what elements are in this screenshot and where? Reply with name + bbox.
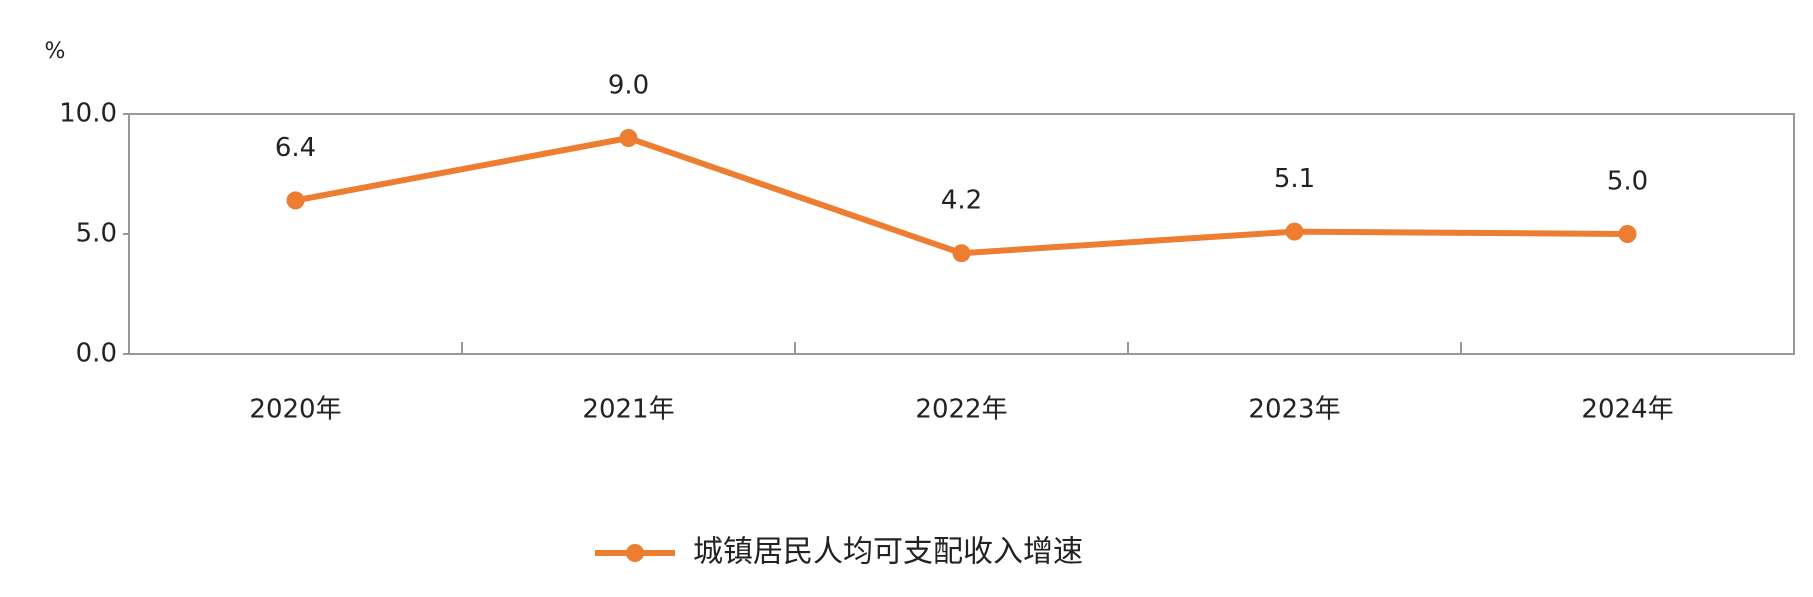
y-tick-label: 10.0 bbox=[59, 99, 117, 129]
y-tick-label: 5.0 bbox=[76, 219, 117, 249]
value-label: 4.2 bbox=[941, 186, 982, 216]
value-label: 6.4 bbox=[275, 133, 316, 163]
x-tick-label: 2022年 bbox=[915, 395, 1007, 425]
point bbox=[1618, 225, 1637, 243]
point bbox=[286, 191, 305, 210]
legend-label: 城镇居民人均可支配收入增速 bbox=[693, 535, 1083, 570]
point bbox=[1285, 222, 1304, 241]
y-tick-label: 0.0 bbox=[76, 339, 117, 369]
x-tick-label: 2021年 bbox=[582, 395, 674, 425]
value-label: 5.1 bbox=[1274, 164, 1315, 194]
value-label: 9.0 bbox=[608, 71, 649, 101]
point bbox=[619, 129, 638, 147]
value-label: 5.0 bbox=[1607, 167, 1648, 197]
y-axis-label: % bbox=[45, 39, 66, 64]
legend-marker bbox=[626, 544, 644, 562]
x-tick-label: 2020年 bbox=[249, 395, 341, 425]
x-tick-label: 2023年 bbox=[1248, 395, 1340, 425]
x-tick-label: 2024年 bbox=[1581, 395, 1673, 425]
point bbox=[952, 244, 971, 263]
